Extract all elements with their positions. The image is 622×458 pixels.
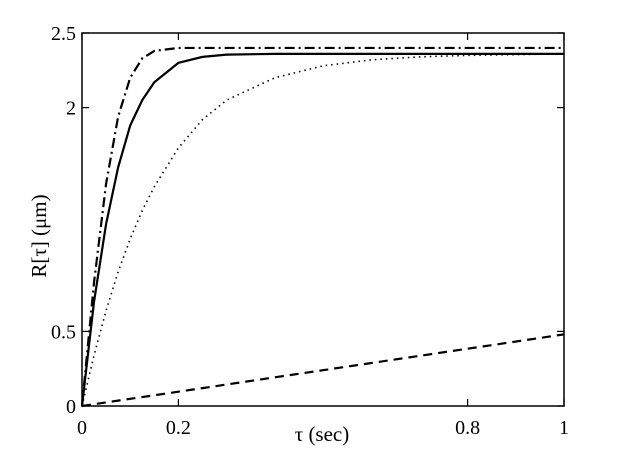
ticks-layer: 0 0.2 0.8 1 0 0.5 2 2.5 <box>51 23 569 439</box>
y-tick-label: 2 <box>66 98 76 120</box>
series-line-solid <box>80 52 564 407</box>
x-tick-label: 0.8 <box>455 417 480 439</box>
x-tick-label: 0.2 <box>166 417 191 439</box>
y-tick-label: 0 <box>66 396 76 418</box>
series-line-dashed <box>81 333 565 408</box>
plot-frame <box>81 32 565 407</box>
x-tick-label: 1 <box>559 417 569 439</box>
y-tick-label: 2.5 <box>51 23 76 45</box>
series-line-dotted <box>81 53 565 407</box>
y-axis-label: R[τ] (μm) <box>27 194 51 277</box>
x-tick-label: 0 <box>77 417 87 439</box>
y-tick-label: 0.5 <box>51 321 76 343</box>
series-layer <box>80 46 565 408</box>
series-line-dashdot <box>80 46 564 407</box>
x-axis-label: τ (sec) <box>295 422 350 446</box>
